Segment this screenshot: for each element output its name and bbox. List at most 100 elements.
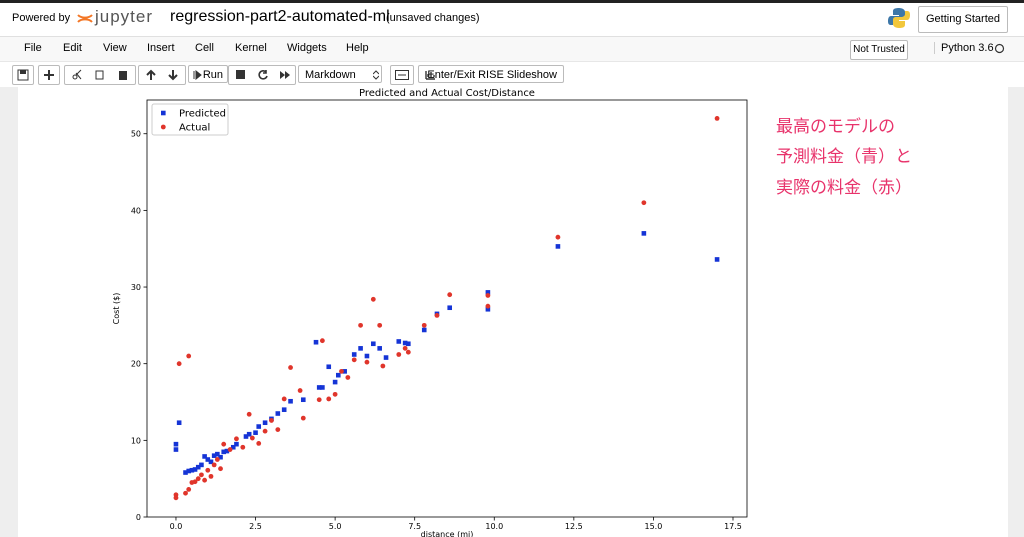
menu-item[interactable]: View [103, 42, 127, 54]
predicted-point [364, 353, 370, 359]
actual-point [316, 397, 322, 403]
predicted-point [383, 355, 389, 360]
actual-point [186, 353, 192, 359]
actual-point [402, 345, 408, 351]
legend: Predicted Actual [151, 103, 229, 136]
menu-item[interactable]: Kernel [235, 42, 267, 54]
actual-point [447, 292, 453, 298]
y-tick-label: 20 [131, 360, 141, 369]
plot-area [147, 100, 747, 517]
predicted-point [313, 339, 319, 345]
add-button[interactable] [38, 65, 60, 85]
actual-point [183, 490, 188, 496]
actual-point [364, 359, 370, 365]
chart-title: Predicted and Actual Cost/Distance [359, 88, 535, 99]
actual-point [214, 457, 220, 462]
getting-started-button[interactable]: Getting Started [918, 6, 1008, 33]
predicted-point [335, 372, 341, 378]
run-button[interactable]: Run [188, 65, 228, 83]
predicted-point [173, 447, 179, 452]
menu-item[interactable]: Insert [147, 42, 175, 54]
menu-item[interactable]: Cell [195, 42, 214, 54]
menu-item[interactable]: Edit [63, 42, 82, 54]
predicted-point [189, 467, 195, 473]
annotation: 予測料金（青）と [776, 147, 912, 167]
predicted-point [288, 398, 293, 404]
icon [236, 70, 290, 80]
x-tick-label: 7.5 [408, 522, 421, 531]
edit-buttons[interactable] [64, 65, 136, 85]
predicted-point [332, 379, 338, 385]
predicted-point [447, 305, 453, 311]
actual-point [377, 322, 383, 328]
menu-item[interactable]: Widgets [287, 42, 327, 54]
x-tick-label: 15.0 [645, 522, 663, 531]
chart: Predicted and Actual Cost/Distance Cost (… [112, 88, 748, 537]
actual-point [485, 303, 491, 309]
predicted-point [211, 453, 217, 458]
save-button[interactable] [12, 65, 34, 85]
kernel-buttons[interactable] [228, 65, 296, 85]
save-status: (unsaved changes) [386, 12, 480, 24]
jupyter-icon [77, 14, 93, 23]
x-tick-label: 5.0 [329, 522, 342, 531]
actual-point [300, 415, 306, 421]
icon [193, 70, 202, 80]
legend-box [151, 103, 229, 136]
actual-point [358, 322, 363, 328]
predicted-point [221, 449, 227, 455]
actual-point [281, 396, 287, 402]
icon [72, 69, 127, 80]
actual-point [208, 473, 214, 479]
trust-indicator[interactable]: Not Trusted [850, 40, 908, 60]
y-tick-label: 10 [131, 436, 141, 445]
powered-by: Powered by [12, 12, 71, 24]
menu-item[interactable]: File [24, 42, 42, 54]
predicted-point [224, 448, 230, 454]
actual-point [186, 487, 192, 492]
actual-point [227, 447, 233, 452]
actual-point [205, 467, 211, 473]
keyboard-button[interactable] [390, 65, 414, 85]
x-tick-label: 17.5 [724, 522, 742, 531]
actual-point [555, 234, 561, 240]
actual-point [288, 365, 293, 370]
predicted-point [714, 257, 720, 262]
y-tick-label: 0 [136, 513, 141, 522]
menu-item[interactable]: Help [346, 42, 369, 54]
actual-point [345, 375, 351, 380]
actual-point [240, 444, 246, 450]
icon [395, 70, 409, 80]
run-label: Run [202, 69, 223, 81]
jupyter-logo[interactable]: jupyter [95, 7, 154, 26]
icon [146, 69, 178, 81]
actual-point [641, 200, 647, 206]
icon [44, 70, 54, 80]
rise-button[interactable]: Enter/Exit RISE Slideshow [418, 65, 564, 83]
predicted-point [406, 341, 411, 347]
rise-label: Enter/Exit RISE Slideshow [427, 69, 557, 81]
predicted-point [371, 341, 376, 347]
python-logo [888, 8, 910, 28]
header: Powered by jupyter regression-part2-auto… [0, 3, 1024, 37]
legend-marker [160, 124, 166, 130]
actual-point [195, 476, 201, 482]
actual-point [370, 296, 376, 302]
actual-point [714, 115, 720, 121]
actual-point [176, 361, 182, 367]
predicted-point [396, 339, 402, 344]
predicted-point [176, 420, 182, 426]
cell-type: Markdown [305, 69, 356, 81]
cell-type-select[interactable]: Markdown [298, 65, 382, 83]
notebook-name[interactable]: regression-part2-automated-ml [170, 8, 390, 25]
actual-point [234, 436, 239, 442]
predicted-point [199, 462, 204, 468]
predicted-point [208, 459, 214, 465]
actual-point [246, 411, 252, 417]
actual-point [256, 441, 262, 446]
predicted-point [218, 454, 223, 460]
icon [425, 71, 435, 80]
y-tick-label: 40 [131, 206, 141, 215]
predicted-point [641, 231, 647, 236]
move-buttons[interactable] [138, 65, 186, 85]
